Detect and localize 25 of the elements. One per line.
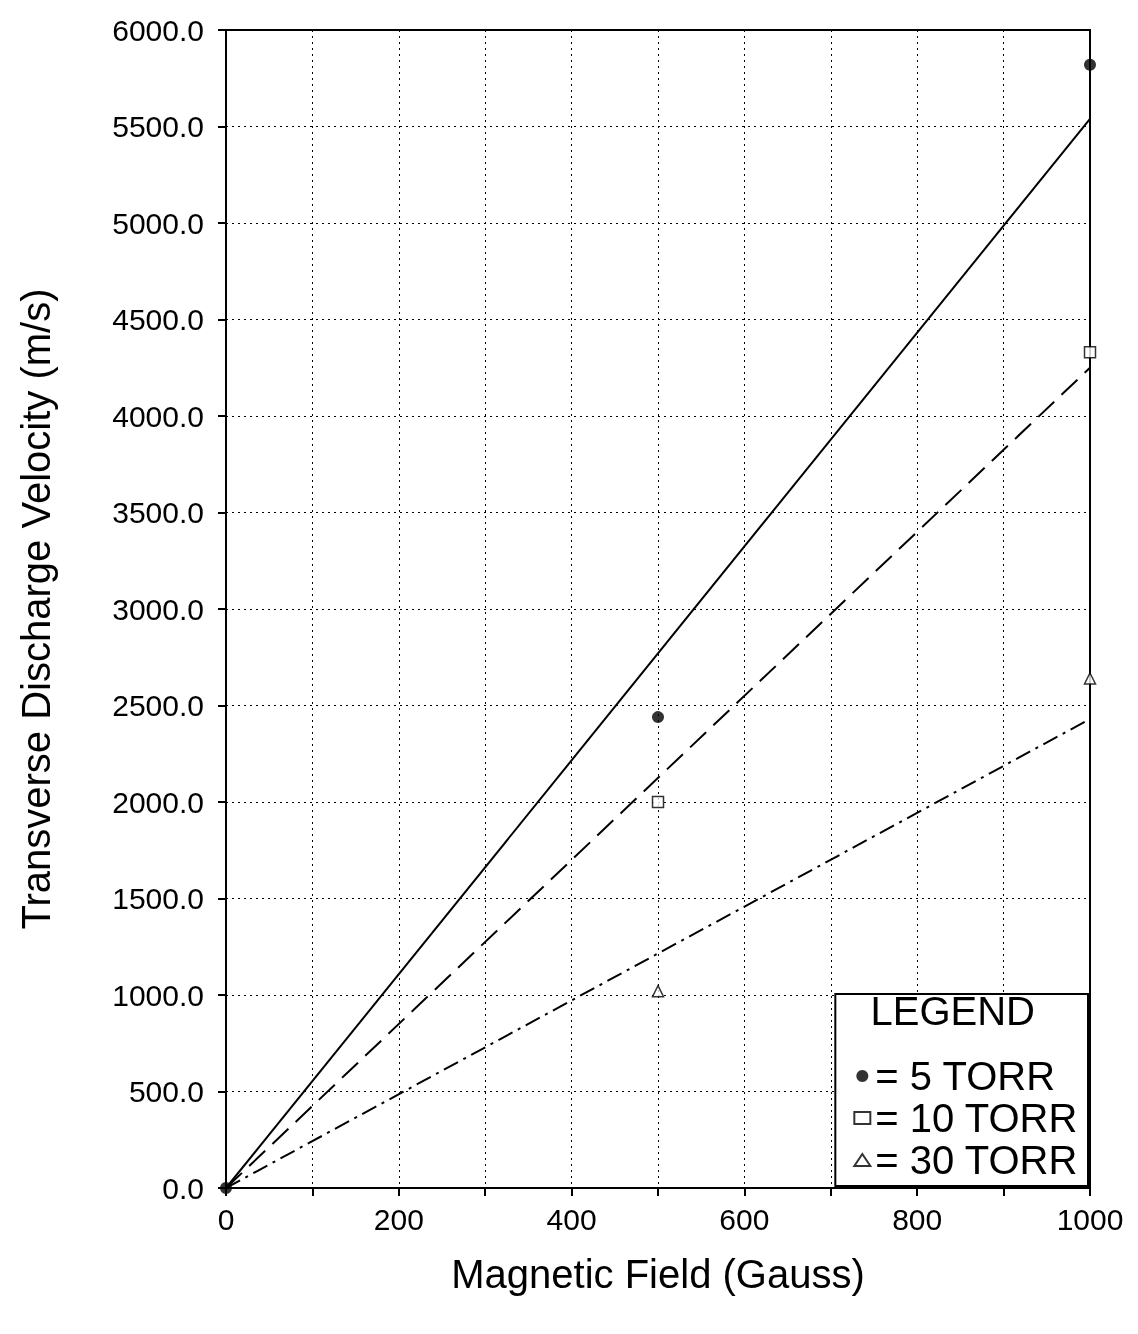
- y-tick-label: 500.0: [128, 1075, 204, 1108]
- legend-title: LEGEND: [870, 989, 1036, 1033]
- y-tick-label: 3500.0: [112, 496, 204, 529]
- y-tick-label: 0.0: [162, 1171, 204, 1205]
- y-tick-label: 2500.0: [112, 689, 204, 722]
- y-tick-label: 1500.0: [112, 882, 204, 915]
- y-tick-label: 6000.0: [112, 13, 204, 47]
- y-tick-label: 3000.0: [112, 592, 204, 626]
- x-tick-label: 800: [892, 1202, 943, 1236]
- x-tick-label: 200: [373, 1202, 424, 1236]
- y-tick-label: 4000.0: [112, 399, 204, 433]
- x-tick-label: 0: [217, 1202, 235, 1236]
- x-tick-label: 400: [546, 1202, 597, 1236]
- y-tick-label: 5500.0: [112, 110, 204, 143]
- y-tick-label: 5000.0: [112, 206, 204, 240]
- legend-label: = 5 TORR: [875, 1054, 1056, 1098]
- legend-label: = 10 TORR: [875, 1096, 1078, 1140]
- y-axis-title: Transverse Discharge Velocity (m/s): [14, 288, 58, 930]
- y-tick-label: 4500.0: [112, 303, 204, 336]
- legend-label: = 30 TORR: [875, 1138, 1078, 1182]
- y-tick-label: 2000.0: [112, 785, 204, 819]
- y-tick-label: 1000.0: [112, 978, 204, 1012]
- x-axis-title: Magnetic Field (Gauss): [451, 1252, 865, 1296]
- x-tick-label: 1000: [1056, 1202, 1124, 1236]
- x-tick-label: 600: [719, 1202, 770, 1236]
